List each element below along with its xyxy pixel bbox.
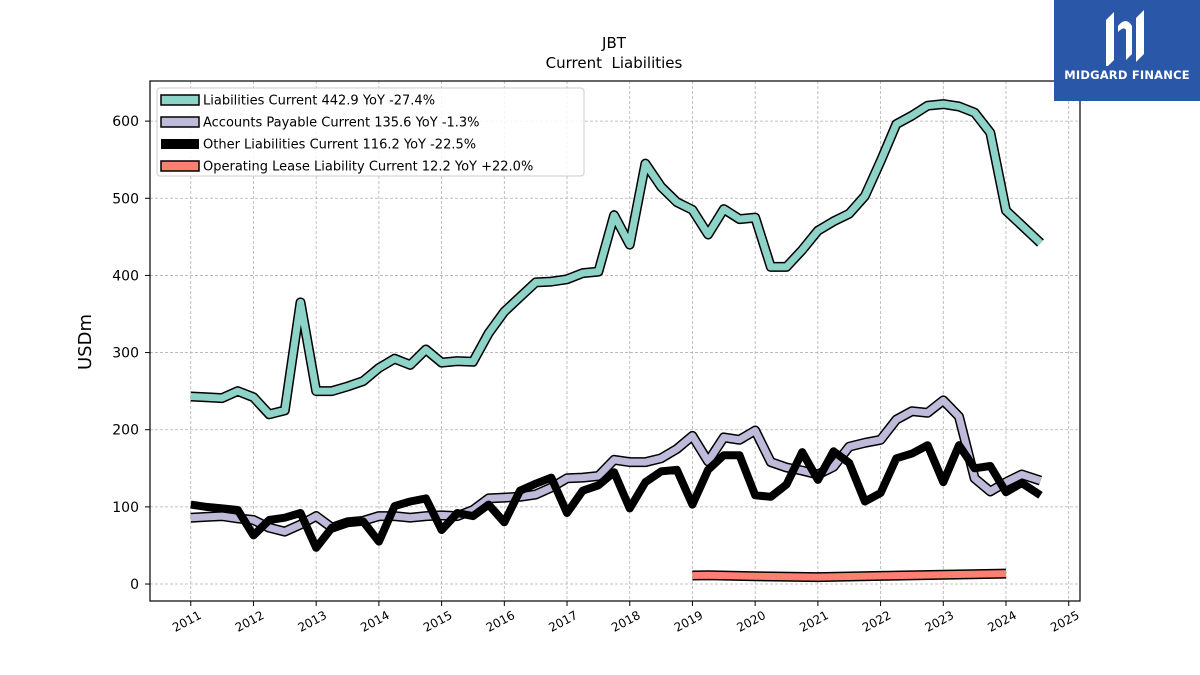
y-tick-label: 100	[112, 500, 139, 516]
series-layer	[190, 99, 1044, 583]
series-line	[190, 441, 1043, 552]
y-tick-label: 300	[112, 346, 139, 362]
x-tick-label: 2011	[170, 608, 204, 635]
x-tick-label: 2020	[735, 608, 769, 635]
mf-logo-icon	[1106, 10, 1144, 66]
x-tick-label: 2013	[296, 608, 330, 635]
plot-frame	[149, 80, 1081, 602]
series-1	[190, 395, 1043, 537]
x-tick-label: 2014	[358, 608, 392, 635]
series-3	[692, 568, 1007, 583]
legend-label: Liabilities Current 442.9 YoY -27.4%	[203, 94, 435, 109]
legend-swatch	[160, 160, 200, 172]
x-tick-label: 2022	[860, 608, 894, 635]
x-tick-label: 2017	[546, 608, 580, 635]
series-0	[190, 99, 1044, 420]
y-tick-label: 200	[112, 423, 139, 439]
series-line-outline	[190, 395, 1043, 537]
x-tick-label: 2016	[484, 608, 518, 635]
logo-text: MIDGARD FINANCE	[1064, 68, 1190, 82]
x-tick-label: 2018	[609, 608, 643, 635]
series-line	[190, 100, 1043, 418]
legend-item: Accounts Payable Current 135.6 YoY -1.3%	[160, 116, 480, 131]
legend-swatch	[160, 94, 200, 106]
y-axis-label: USDm	[75, 314, 96, 370]
legend-label: Operating Lease Liability Current 12.2 Y…	[203, 160, 533, 175]
legend: Liabilities Current 442.9 YoY -27.4% Acco…	[156, 87, 585, 177]
legend-item: Liabilities Current 442.9 YoY -27.4%	[160, 94, 435, 109]
chart-subtitle: Current Liabilities	[546, 54, 683, 72]
chart-title: JBT	[601, 34, 627, 52]
legend-swatch	[161, 139, 199, 149]
x-tick-label: 2025	[1048, 608, 1082, 635]
grid	[150, 81, 1080, 601]
x-tick-label: 2024	[985, 608, 1019, 635]
x-tick-label: 2021	[797, 608, 831, 635]
legend-box	[156, 87, 585, 177]
series-line	[692, 570, 1007, 581]
axes: 2011 2012 2013 2014 2015 2016 2017 2018 2019 2020…	[112, 114, 1081, 635]
logo: MIDGARD FINANCE	[1054, 0, 1200, 101]
y-tick-label: 0	[130, 577, 139, 593]
x-tick-label: 2019	[672, 608, 706, 635]
y-tick-label: 600	[112, 114, 139, 130]
x-tick-label: 2015	[421, 608, 455, 635]
legend-label: Other Liabilities Current 116.2 YoY -22.…	[203, 138, 476, 153]
y-tick-label: 400	[112, 268, 139, 284]
x-tick-label: 2012	[233, 608, 267, 635]
series-2	[190, 441, 1043, 552]
legend-item: Operating Lease Liability Current 12.2 Y…	[160, 160, 533, 175]
legend-label: Accounts Payable Current 135.6 YoY -1.3%	[203, 116, 480, 131]
legend-swatch	[160, 116, 200, 128]
x-tick-label: 2023	[923, 608, 957, 635]
y-tick-label: 500	[112, 191, 139, 207]
legend-item: Other Liabilities Current 116.2 YoY -22.…	[161, 138, 476, 153]
